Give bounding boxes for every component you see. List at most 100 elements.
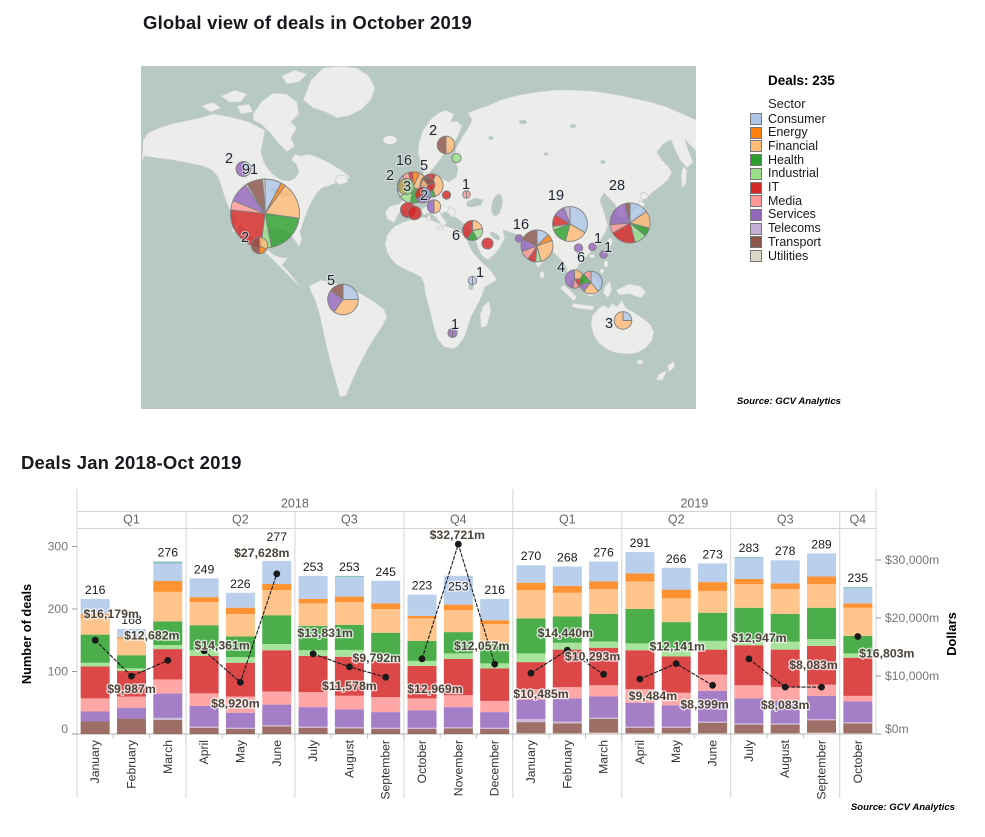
svg-text:216: 216 xyxy=(85,583,106,597)
svg-text:3: 3 xyxy=(403,179,411,195)
svg-text:May: May xyxy=(669,739,683,763)
svg-text:273: 273 xyxy=(702,547,723,561)
svg-text:$30,000m: $30,000m xyxy=(885,553,939,567)
svg-text:253: 253 xyxy=(339,560,360,574)
svg-text:1: 1 xyxy=(462,177,470,193)
svg-text:April: April xyxy=(633,740,647,764)
svg-text:January: January xyxy=(88,739,102,783)
svg-text:June: June xyxy=(706,740,720,767)
svg-text:Number of deals: Number of deals xyxy=(19,584,34,684)
svg-text:235: 235 xyxy=(848,571,869,585)
svg-text:$8,920m: $8,920m xyxy=(211,696,260,710)
svg-text:November: November xyxy=(451,740,465,796)
svg-text:Q1: Q1 xyxy=(559,513,576,527)
svg-text:$12,141m: $12,141m xyxy=(650,640,705,654)
svg-text:253: 253 xyxy=(303,560,324,574)
svg-text:January: January xyxy=(524,739,538,783)
svg-text:August: August xyxy=(342,739,356,778)
svg-text:February: February xyxy=(560,739,574,789)
svg-text:278: 278 xyxy=(775,544,796,558)
svg-text:Q4: Q4 xyxy=(450,513,467,527)
svg-text:July: July xyxy=(742,739,756,762)
svg-text:September: September xyxy=(379,740,393,800)
svg-text:2: 2 xyxy=(429,123,437,139)
svg-text:249: 249 xyxy=(194,562,215,576)
svg-text:$14,440m: $14,440m xyxy=(538,626,593,640)
svg-text:266: 266 xyxy=(666,552,687,566)
svg-text:289: 289 xyxy=(811,537,832,551)
svg-text:5: 5 xyxy=(420,158,428,174)
svg-text:$12,969m: $12,969m xyxy=(407,682,462,696)
svg-text:$27,628m: $27,628m xyxy=(234,546,289,560)
svg-text:$11,578m: $11,578m xyxy=(322,679,377,693)
svg-text:September: September xyxy=(815,740,829,800)
svg-text:March: March xyxy=(161,740,175,774)
svg-text:0: 0 xyxy=(61,722,68,736)
svg-text:6: 6 xyxy=(577,250,585,266)
svg-text:June: June xyxy=(270,740,284,767)
svg-text:253: 253 xyxy=(448,579,469,593)
svg-text:$32,721m: $32,721m xyxy=(430,528,485,542)
svg-text:1: 1 xyxy=(604,240,612,256)
svg-text:$9,484m: $9,484m xyxy=(629,689,678,703)
svg-text:$13,831m: $13,831m xyxy=(297,626,352,640)
svg-text:Q3: Q3 xyxy=(341,513,358,527)
svg-text:216: 216 xyxy=(484,583,505,597)
svg-text:2019: 2019 xyxy=(680,497,708,511)
svg-text:March: March xyxy=(597,740,611,774)
svg-text:2: 2 xyxy=(420,188,428,204)
svg-text:$12,947m: $12,947m xyxy=(731,631,786,645)
svg-text:245: 245 xyxy=(375,565,396,579)
svg-text:300: 300 xyxy=(48,540,69,554)
svg-text:$10,485m: $10,485m xyxy=(513,687,568,701)
svg-text:October: October xyxy=(851,740,865,783)
svg-text:4: 4 xyxy=(557,260,565,276)
svg-text:291: 291 xyxy=(630,536,651,550)
svg-text:16: 16 xyxy=(396,153,412,169)
svg-text:February: February xyxy=(125,739,139,789)
svg-text:16: 16 xyxy=(513,217,529,233)
svg-text:April: April xyxy=(197,740,211,764)
svg-text:1: 1 xyxy=(594,231,602,247)
svg-text:$9,987m: $9,987m xyxy=(107,682,156,696)
svg-text:2: 2 xyxy=(225,151,233,167)
svg-text:Q4: Q4 xyxy=(849,513,866,527)
svg-text:2: 2 xyxy=(241,230,249,246)
svg-text:$16,803m: $16,803m xyxy=(859,647,914,661)
svg-text:July: July xyxy=(306,739,320,762)
svg-text:226: 226 xyxy=(230,577,251,591)
svg-text:Q3: Q3 xyxy=(777,513,794,527)
svg-text:268: 268 xyxy=(557,551,578,565)
svg-text:$0m: $0m xyxy=(885,722,909,736)
svg-text:Dollars: Dollars xyxy=(944,612,959,655)
svg-text:$10,293m: $10,293m xyxy=(565,649,620,663)
svg-text:6: 6 xyxy=(452,228,460,244)
svg-text:May: May xyxy=(233,739,247,763)
svg-text:2018: 2018 xyxy=(281,497,309,511)
svg-text:277: 277 xyxy=(267,530,288,544)
svg-text:5: 5 xyxy=(327,273,335,289)
svg-text:$8,399m: $8,399m xyxy=(680,697,729,711)
svg-text:276: 276 xyxy=(593,546,614,560)
svg-text:$14,361m: $14,361m xyxy=(194,639,249,653)
svg-text:270: 270 xyxy=(521,549,542,563)
svg-text:19: 19 xyxy=(548,188,564,204)
svg-text:$16,179m: $16,179m xyxy=(84,607,139,621)
svg-text:100: 100 xyxy=(48,665,69,679)
svg-text:276: 276 xyxy=(158,546,179,560)
svg-text:Source: GCV Analytics: Source: GCV Analytics xyxy=(851,802,955,813)
svg-text:$8,083m: $8,083m xyxy=(761,698,810,712)
svg-text:1: 1 xyxy=(451,317,459,333)
svg-text:$9,792m: $9,792m xyxy=(352,651,401,665)
svg-text:October: October xyxy=(415,740,429,783)
svg-text:1: 1 xyxy=(476,265,484,281)
svg-text:August: August xyxy=(778,739,792,778)
svg-text:223: 223 xyxy=(412,579,433,593)
svg-text:$20,000m: $20,000m xyxy=(885,611,939,625)
svg-text:$12,057m: $12,057m xyxy=(454,639,509,653)
svg-text:December: December xyxy=(488,740,502,796)
svg-text:Q1: Q1 xyxy=(123,513,140,527)
svg-text:$10,000m: $10,000m xyxy=(885,669,939,683)
svg-text:91: 91 xyxy=(242,162,258,178)
svg-text:$12,682m: $12,682m xyxy=(124,628,179,642)
